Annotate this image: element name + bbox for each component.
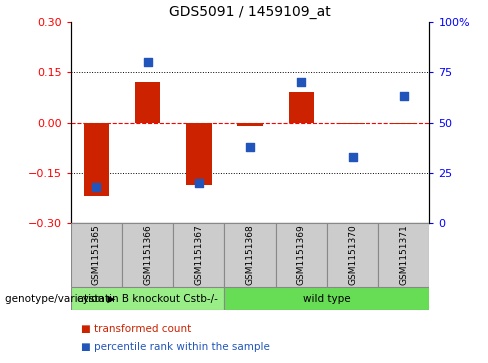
Bar xyxy=(237,122,263,126)
Text: GSM1151366: GSM1151366 xyxy=(143,225,152,285)
Point xyxy=(400,93,408,99)
Text: GSM1151365: GSM1151365 xyxy=(92,225,101,285)
Point xyxy=(349,154,357,160)
Bar xyxy=(71,287,224,310)
Text: GSM1151369: GSM1151369 xyxy=(297,225,306,285)
Text: GSM1151368: GSM1151368 xyxy=(245,225,255,285)
Point xyxy=(93,184,101,190)
Title: GDS5091 / 1459109_at: GDS5091 / 1459109_at xyxy=(169,5,331,19)
Bar xyxy=(135,82,161,122)
Bar xyxy=(224,287,429,310)
Bar xyxy=(83,122,109,196)
Text: ■ percentile rank within the sample: ■ percentile rank within the sample xyxy=(81,342,269,352)
Bar xyxy=(186,122,212,185)
Text: cystatin B knockout Cstb-/-: cystatin B knockout Cstb-/- xyxy=(77,294,218,303)
Bar xyxy=(288,92,314,122)
Point xyxy=(298,79,305,85)
Bar xyxy=(378,223,429,287)
Text: GSM1151367: GSM1151367 xyxy=(194,225,203,285)
Text: GSM1151371: GSM1151371 xyxy=(399,225,408,285)
Point xyxy=(246,144,254,150)
Text: ■ transformed count: ■ transformed count xyxy=(81,323,191,334)
Bar xyxy=(71,223,122,287)
Bar xyxy=(276,223,327,287)
Text: wild type: wild type xyxy=(303,294,351,303)
Point xyxy=(195,180,203,186)
Point xyxy=(144,59,152,65)
Bar xyxy=(327,223,378,287)
Bar xyxy=(224,223,276,287)
Bar xyxy=(340,122,366,124)
Bar xyxy=(391,122,417,124)
Text: GSM1151370: GSM1151370 xyxy=(348,225,357,285)
Bar xyxy=(122,223,173,287)
Text: genotype/variation ▶: genotype/variation ▶ xyxy=(5,294,115,303)
Bar xyxy=(173,223,224,287)
